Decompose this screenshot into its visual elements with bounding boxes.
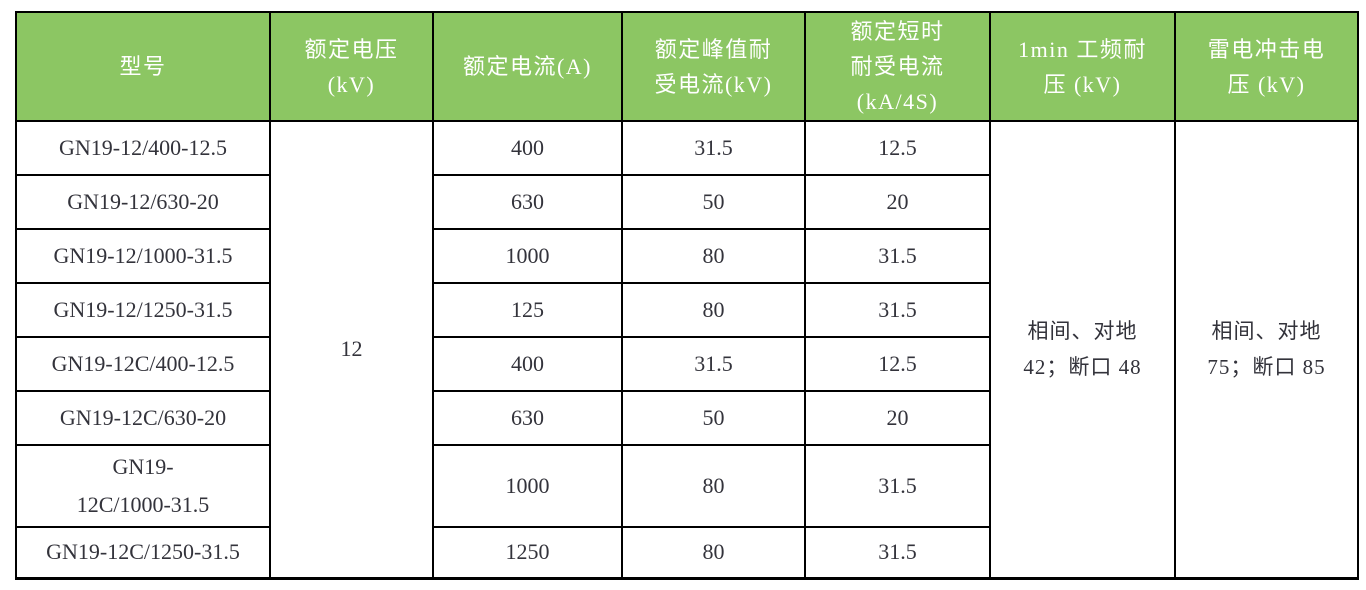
header-rated-voltage: 额定电压 (kV) (269, 11, 434, 122)
peak-current-cell: 31.5 (621, 336, 806, 392)
peak-current-cell: 50 (621, 174, 806, 230)
model-cell: GN19-12/400-12.5 (15, 120, 271, 176)
rated-voltage-cell: 12 (269, 120, 434, 579)
lightning-impulse-cell: 相间、对地 75；断口 85 (1174, 120, 1359, 579)
short-time-current-cell: 20 (804, 390, 991, 446)
table-row: GN19-12C/400-12.5 400 31.5 12.5 (15, 336, 1358, 392)
rated-current-cell: 1000 (432, 444, 623, 528)
model-cell: GN19-12C/400-12.5 (15, 336, 271, 392)
short-time-current-cell: 20 (804, 174, 991, 230)
short-time-current-cell: 31.5 (804, 526, 991, 579)
peak-current-cell: 31.5 (621, 120, 806, 176)
short-time-current-cell: 31.5 (804, 228, 991, 284)
header-rated-current: 额定电流(A) (432, 11, 623, 122)
model-cell: GN19-12/1250-31.5 (15, 282, 271, 338)
rated-current-cell: 400 (432, 120, 623, 176)
table-row: GN19-12/1250-31.5 125 80 31.5 (15, 282, 1358, 338)
model-cell: GN19-12C/1250-31.5 (15, 526, 271, 579)
peak-current-cell: 80 (621, 282, 806, 338)
peak-current-cell: 80 (621, 526, 806, 579)
header-row: 型号 额定电压 (kV) 额定电流(A) 额定峰值耐 受电流(kV) 额定短时 … (15, 11, 1359, 122)
model-cell: GN19-12/1000-31.5 (15, 228, 271, 284)
header-power-frequency-withstand: 1min 工频耐 压 (kV) (989, 11, 1176, 122)
peak-current-cell: 80 (621, 444, 806, 528)
peak-current-cell: 80 (621, 228, 806, 284)
header-model: 型号 (15, 11, 271, 122)
rated-current-cell: 1000 (432, 228, 623, 284)
model-cell: GN19-12C/630-20 (15, 390, 271, 446)
peak-current-cell: 50 (621, 390, 806, 446)
spec-table: 型号 额定电压 (kV) 额定电流(A) 额定峰值耐 受电流(kV) 额定短时 … (15, 11, 1359, 580)
rated-current-cell: 630 (432, 390, 623, 446)
header-short-time-withstand-current: 额定短时 耐受电流 (kA/4S) (804, 11, 991, 122)
short-time-current-cell: 31.5 (804, 444, 991, 528)
table-row: GN19- 12C/1000-31.5 1000 80 31.5 (15, 444, 1358, 528)
table-row: GN19-12/1000-31.5 1000 80 31.5 (15, 228, 1358, 284)
rated-current-cell: 400 (432, 336, 623, 392)
table-row: GN19-12/630-20 630 50 20 (15, 174, 1358, 230)
rated-current-cell: 1250 (432, 526, 623, 579)
table-row: GN19-12C/630-20 630 50 20 (15, 390, 1358, 446)
short-time-current-cell: 12.5 (804, 120, 991, 176)
model-cell: GN19-12/630-20 (15, 174, 271, 230)
header-peak-withstand-current: 额定峰值耐 受电流(kV) (621, 11, 806, 122)
power-frequency-cell: 相间、对地 42；断口 48 (989, 120, 1176, 579)
short-time-current-cell: 31.5 (804, 282, 991, 338)
rated-current-cell: 125 (432, 282, 623, 338)
table-row: GN19-12/400-12.5 12 400 31.5 12.5 相间、对地 … (15, 120, 1359, 579)
rated-current-cell: 630 (432, 174, 623, 230)
header-lightning-impulse: 雷电冲击电 压 (kV) (1174, 11, 1359, 122)
short-time-current-cell: 12.5 (804, 336, 991, 392)
model-cell: GN19- 12C/1000-31.5 (15, 444, 271, 528)
table-row: GN19-12C/1250-31.5 1250 80 31.5 (15, 526, 1358, 579)
